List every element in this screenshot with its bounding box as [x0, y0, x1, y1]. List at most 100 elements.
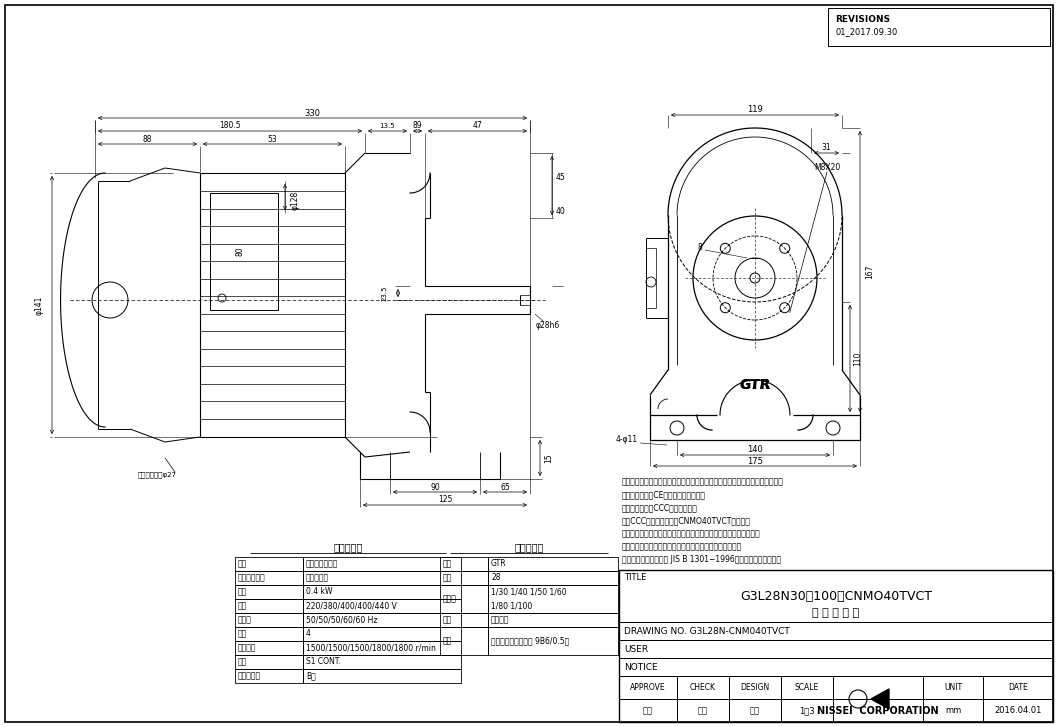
- Text: 220/380/400/400/440 V: 220/380/400/400/440 V: [306, 601, 397, 611]
- Text: SCALE: SCALE: [795, 683, 819, 692]
- Text: 潤滑: 潤滑: [443, 616, 452, 624]
- Text: USER: USER: [624, 645, 649, 654]
- Text: 三相誘導電動機: 三相誘導電動機: [306, 560, 339, 569]
- Bar: [303, 669, 461, 683]
- Text: 90: 90: [431, 483, 440, 491]
- Text: GTR: GTR: [740, 378, 770, 392]
- Bar: [488, 627, 618, 655]
- Bar: [235, 613, 303, 627]
- Text: B種: B種: [306, 672, 315, 680]
- Bar: [440, 613, 488, 627]
- Text: 出力: 出力: [238, 587, 248, 596]
- Bar: [235, 599, 303, 613]
- Bar: [200, 173, 345, 437]
- Text: 23.5: 23.5: [382, 285, 388, 301]
- Text: 電圧: 電圧: [238, 601, 248, 611]
- Bar: [303, 557, 461, 571]
- Text: 周波数: 周波数: [238, 616, 252, 624]
- Text: 40: 40: [555, 207, 565, 216]
- Text: グリース: グリース: [491, 616, 510, 624]
- Text: 01_2017.09.30: 01_2017.09.30: [835, 28, 897, 36]
- Text: 89: 89: [413, 121, 422, 131]
- Text: 框番: 框番: [443, 574, 452, 582]
- Bar: [619, 570, 1053, 622]
- Polygon shape: [871, 689, 889, 709]
- Text: NISSEI  CORPORATION: NISSEI CORPORATION: [817, 705, 938, 715]
- Text: M8X20: M8X20: [814, 164, 840, 172]
- Text: 2016.04.01: 2016.04.01: [995, 706, 1042, 715]
- Text: 名称: 名称: [238, 560, 248, 569]
- Bar: [619, 676, 1053, 722]
- Text: 15: 15: [545, 453, 553, 463]
- Text: 減速比: 減速比: [443, 595, 457, 603]
- Text: S1 CONT.: S1 CONT.: [306, 657, 341, 667]
- Text: 定格: 定格: [238, 657, 248, 667]
- Text: 全閉外扇形: 全閉外扇形: [306, 574, 329, 582]
- Text: φ128: φ128: [291, 190, 299, 209]
- Text: 88: 88: [143, 134, 152, 143]
- Text: 回転速度: 回転速度: [238, 643, 256, 653]
- Text: 65: 65: [500, 483, 510, 491]
- Bar: [303, 599, 461, 613]
- Text: 13.5: 13.5: [380, 123, 396, 129]
- Text: REVISIONS: REVISIONS: [835, 15, 890, 25]
- Text: 注。CCC認証型式は、「CNMO40TVCT」です。: 注。CCC認証型式は、「CNMO40TVCT」です。: [622, 516, 751, 526]
- Bar: [303, 571, 461, 585]
- Text: 8: 8: [697, 244, 703, 252]
- Text: 80: 80: [236, 246, 244, 257]
- Text: 50/50/50/60/60 Hz: 50/50/50/60/60 Hz: [306, 616, 378, 624]
- Text: 31: 31: [822, 143, 832, 153]
- Text: 119: 119: [747, 105, 763, 114]
- Bar: [488, 613, 618, 627]
- Text: NOTICE: NOTICE: [624, 662, 658, 672]
- Text: 125: 125: [438, 496, 452, 505]
- Text: 175: 175: [747, 457, 763, 465]
- Text: グレー（マンセル値 9B6/0.5）: グレー（マンセル値 9B6/0.5）: [491, 637, 569, 646]
- Bar: [235, 571, 303, 585]
- Text: 4-φ11: 4-φ11: [616, 435, 638, 444]
- Text: 注。本モータはCCC認証品です。: 注。本モータはCCC認証品です。: [622, 504, 698, 513]
- Bar: [619, 622, 1053, 640]
- Text: GTR: GTR: [740, 378, 770, 392]
- Bar: [440, 627, 488, 655]
- Bar: [303, 613, 461, 627]
- Text: 注。欧州で認定されたサーマルリレーを使用して下さい。: 注。欧州で認定されたサーマルリレーを使用して下さい。: [622, 542, 743, 552]
- Text: APPROVE: APPROVE: [631, 683, 665, 692]
- Bar: [303, 655, 461, 669]
- Bar: [619, 640, 1053, 658]
- Text: 1：3: 1：3: [799, 706, 815, 715]
- Bar: [303, 641, 461, 655]
- Bar: [619, 570, 1053, 722]
- Bar: [235, 641, 303, 655]
- Text: 167: 167: [865, 264, 875, 278]
- Text: 140: 140: [747, 446, 763, 454]
- Text: GTR: GTR: [491, 560, 507, 569]
- Bar: [828, 8, 1050, 46]
- Text: 1/80 1/100: 1/80 1/100: [491, 601, 532, 611]
- Text: 28: 28: [491, 574, 500, 582]
- Text: 三浦: 三浦: [750, 706, 760, 715]
- Text: CHECK: CHECK: [690, 683, 716, 692]
- Bar: [619, 658, 1053, 676]
- Text: 1/30 1/40 1/50 1/60: 1/30 1/40 1/50 1/60: [491, 587, 567, 596]
- Text: 減速機仕様: 減速機仕様: [514, 542, 544, 552]
- Text: 名称: 名称: [443, 560, 452, 569]
- Text: φ28h6: φ28h6: [535, 321, 560, 329]
- Bar: [440, 585, 488, 613]
- Text: mm: mm: [945, 706, 961, 715]
- Text: DRAWING NO. G3L28N-CNM040TVCT: DRAWING NO. G3L28N-CNM040TVCT: [624, 627, 789, 635]
- Text: 330: 330: [305, 108, 321, 118]
- Bar: [235, 669, 303, 683]
- Bar: [235, 627, 303, 641]
- Text: G3L28N30〜100－CNMO40TVCT: G3L28N30〜100－CNMO40TVCT: [740, 590, 932, 603]
- Bar: [235, 655, 303, 669]
- Text: TITLE: TITLE: [624, 574, 646, 582]
- Text: 180.5: 180.5: [219, 121, 241, 131]
- Text: 注。本モータはCEマーキング品です。: 注。本モータはCEマーキング品です。: [622, 491, 706, 499]
- Bar: [488, 557, 618, 571]
- Text: 注。アース線の長さは、モータの電源リードより長くして下さい。: 注。アース線の長さは、モータの電源リードより長くして下さい。: [622, 529, 761, 539]
- Text: 極数: 極数: [238, 630, 248, 638]
- Bar: [209, 193, 278, 310]
- Text: ケーブル引込φ27: ケーブル引込φ27: [138, 472, 177, 478]
- Bar: [440, 571, 488, 585]
